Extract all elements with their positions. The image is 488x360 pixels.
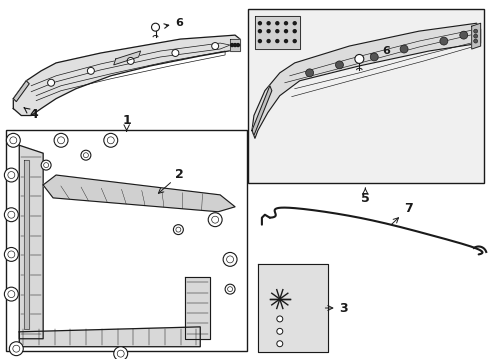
Circle shape: [284, 30, 287, 33]
Text: 2: 2: [158, 168, 184, 193]
Circle shape: [473, 29, 477, 33]
Polygon shape: [471, 23, 480, 49]
Circle shape: [47, 79, 55, 86]
Bar: [6, 130, 246, 351]
Polygon shape: [43, 175, 235, 212]
Circle shape: [87, 67, 94, 74]
Circle shape: [4, 168, 18, 182]
Circle shape: [293, 22, 296, 25]
Circle shape: [176, 227, 181, 232]
Circle shape: [258, 40, 261, 42]
Polygon shape: [185, 277, 210, 339]
Circle shape: [8, 211, 15, 218]
Polygon shape: [230, 39, 240, 51]
Circle shape: [473, 34, 477, 38]
Circle shape: [275, 22, 278, 25]
Circle shape: [211, 42, 218, 50]
Text: 6: 6: [163, 18, 183, 28]
Circle shape: [276, 316, 282, 322]
Text: 5: 5: [360, 192, 369, 205]
Circle shape: [6, 133, 20, 147]
Circle shape: [54, 133, 68, 147]
Circle shape: [275, 40, 278, 42]
Circle shape: [43, 163, 48, 168]
Circle shape: [172, 50, 179, 57]
Circle shape: [230, 44, 233, 46]
Circle shape: [107, 137, 114, 144]
Circle shape: [399, 45, 407, 53]
Circle shape: [208, 213, 222, 227]
Circle shape: [258, 30, 261, 33]
Circle shape: [211, 216, 218, 223]
Circle shape: [266, 22, 269, 25]
Circle shape: [223, 252, 237, 266]
Circle shape: [275, 30, 278, 33]
Circle shape: [83, 153, 88, 158]
Circle shape: [236, 44, 239, 46]
Text: 7: 7: [390, 202, 412, 225]
Bar: [247, 9, 483, 183]
Circle shape: [8, 291, 15, 298]
Circle shape: [117, 350, 124, 357]
Circle shape: [258, 22, 261, 25]
Circle shape: [41, 160, 51, 170]
Polygon shape: [24, 160, 29, 329]
Circle shape: [8, 172, 15, 179]
Circle shape: [473, 39, 477, 43]
Circle shape: [4, 208, 18, 222]
Circle shape: [276, 328, 282, 334]
Circle shape: [233, 44, 236, 46]
Polygon shape: [257, 264, 327, 352]
Circle shape: [9, 342, 23, 356]
Circle shape: [4, 287, 18, 301]
Circle shape: [276, 341, 282, 347]
Text: 4: 4: [24, 108, 38, 121]
Circle shape: [114, 347, 127, 360]
Polygon shape: [251, 86, 271, 135]
Polygon shape: [19, 308, 43, 332]
Circle shape: [439, 37, 447, 45]
Text: 6: 6: [370, 46, 389, 58]
Circle shape: [459, 31, 467, 39]
Polygon shape: [254, 16, 299, 49]
Circle shape: [127, 58, 134, 64]
Circle shape: [305, 69, 313, 77]
Circle shape: [227, 287, 232, 292]
Circle shape: [284, 40, 287, 42]
Circle shape: [13, 345, 20, 352]
Circle shape: [293, 40, 296, 42]
Circle shape: [173, 225, 183, 235]
Circle shape: [4, 247, 18, 261]
Circle shape: [81, 150, 91, 160]
Circle shape: [10, 137, 17, 144]
Circle shape: [369, 53, 377, 61]
Polygon shape: [13, 81, 29, 102]
Circle shape: [266, 40, 269, 42]
Polygon shape: [13, 35, 240, 116]
Text: 3: 3: [325, 302, 347, 315]
Circle shape: [151, 23, 159, 31]
Polygon shape: [19, 145, 43, 339]
Circle shape: [293, 30, 296, 33]
Circle shape: [58, 137, 64, 144]
Polygon shape: [19, 327, 200, 347]
Circle shape: [103, 133, 118, 147]
Text: 1: 1: [122, 114, 131, 127]
Circle shape: [226, 256, 233, 263]
Circle shape: [354, 54, 363, 63]
Circle shape: [335, 61, 343, 69]
Circle shape: [8, 251, 15, 258]
Circle shape: [266, 30, 269, 33]
Circle shape: [284, 22, 287, 25]
Polygon shape: [114, 51, 141, 65]
Circle shape: [224, 284, 235, 294]
Polygon shape: [251, 23, 480, 138]
